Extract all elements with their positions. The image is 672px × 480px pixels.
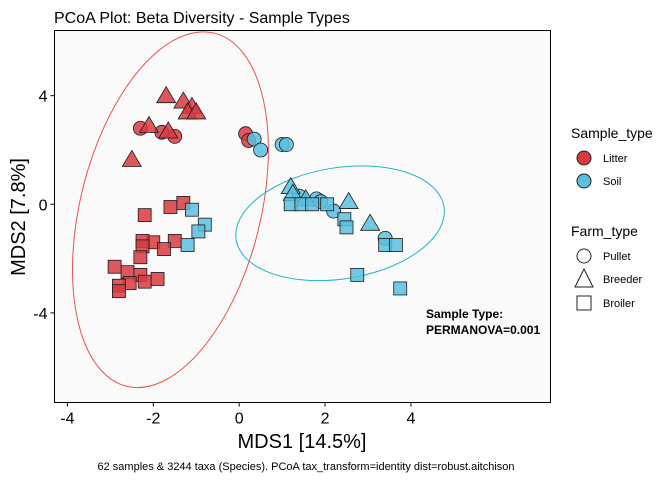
point-litter-breeder-9 xyxy=(186,102,207,120)
point-litter-broiler-18 xyxy=(157,242,171,256)
point-soil-broiler-23 xyxy=(339,220,354,235)
legend-key-litter xyxy=(576,150,592,166)
chart-title: PCoA Plot: Beta Diversity - Sample Types xyxy=(54,10,350,27)
point-litter-broiler-15 xyxy=(137,208,152,223)
y-axis: -4 0 4 xyxy=(33,89,55,323)
chart-caption: 62 samples & 3244 taxa (Species). PCoA t… xyxy=(98,461,515,473)
y-tick-label: 0 xyxy=(39,197,48,214)
x-tick-label: 2 xyxy=(321,411,330,428)
legend-label-litter: Litter xyxy=(603,153,628,165)
point-soil-pullet-3 xyxy=(278,137,294,152)
x-tick-label: 0 xyxy=(235,411,244,428)
plot-panel xyxy=(54,30,551,403)
legend-key-soil xyxy=(576,173,592,189)
x-tick-label: 4 xyxy=(406,411,415,428)
point-litter-broiler-21 xyxy=(133,250,148,265)
y-tick-label: -4 xyxy=(33,306,47,323)
legend-label-pullet: Pullet xyxy=(603,251,631,263)
legend-label-broiler: Broiler xyxy=(603,298,635,310)
x-tick-label: -2 xyxy=(146,411,160,428)
confidence-ellipse-litter xyxy=(71,31,269,389)
point-litter-broiler-25 xyxy=(137,274,152,289)
point-soil-broiler-16 xyxy=(191,224,206,239)
x-axis: -4 -2 0 2 4 xyxy=(60,402,415,428)
point-soil-broiler-20 xyxy=(305,197,320,212)
legend-key-breeder xyxy=(574,267,594,288)
point-litter-breeder-11 xyxy=(158,121,179,139)
point-litter-broiler-29 xyxy=(112,284,126,299)
y-axis-label: MDS2 [7.8%] xyxy=(8,158,30,276)
legend-key-broiler xyxy=(576,295,592,311)
point-soil-broiler-24 xyxy=(350,267,365,282)
point-litter-broiler-26 xyxy=(150,272,165,286)
legend-label-soil: Soil xyxy=(603,176,621,188)
legend-title-sample-type: Sample_type xyxy=(571,125,653,141)
annotation-line-2: PERMANOVA=0.001 xyxy=(426,323,540,337)
point-litter-breeder-10 xyxy=(138,115,160,133)
points-layer xyxy=(107,85,408,299)
point-litter-broiler-23 xyxy=(107,259,122,274)
x-axis-label: MDS1 [14.5%] xyxy=(238,431,367,453)
annotation-line-1: Sample Type: xyxy=(426,307,503,321)
x-tick-label: -4 xyxy=(60,411,74,428)
point-soil-breeder-12 xyxy=(338,191,359,209)
point-litter-broiler-13 xyxy=(163,200,178,214)
point-soil-broiler-26 xyxy=(389,238,403,252)
point-soil-breeder-13 xyxy=(359,213,381,231)
point-soil-broiler-17 xyxy=(180,238,195,252)
point-litter-breeder-12 xyxy=(121,149,143,167)
y-tick-label: 4 xyxy=(39,89,48,106)
point-soil-pullet-1 xyxy=(253,142,269,158)
legend: Sample_type Litter Soil Farm_type Pullet… xyxy=(571,125,653,311)
point-soil-broiler-21 xyxy=(320,197,335,212)
legend-title-farm-type: Farm_type xyxy=(571,223,638,239)
point-soil-broiler-27 xyxy=(393,281,408,296)
point-soil-pullet-0 xyxy=(246,131,262,147)
point-litter-breeder-5 xyxy=(155,85,177,104)
legend-label-breeder: Breeder xyxy=(603,274,642,286)
confidence-ellipse-soil xyxy=(235,165,445,282)
point-soil-broiler-14 xyxy=(185,202,199,217)
legend-key-pullet xyxy=(576,248,592,264)
ellipses-layer xyxy=(71,31,445,389)
